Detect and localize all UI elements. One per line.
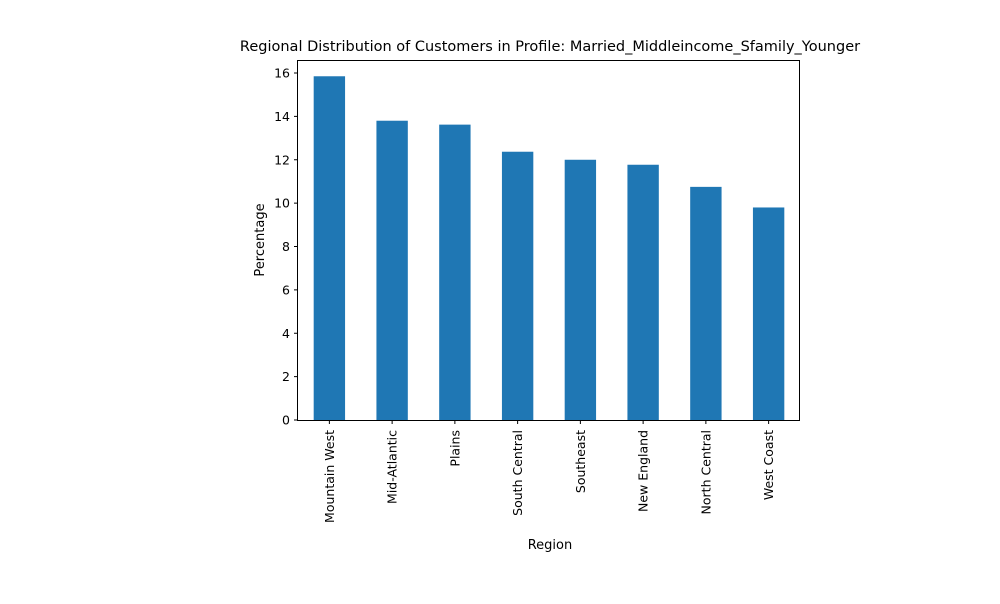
bars-group — [313, 76, 785, 421]
x-tick-label: Mountain West — [322, 430, 337, 523]
bar-new-england — [627, 164, 659, 420]
y-tick-label: 14 — [274, 109, 290, 124]
x-tick-label: North Central — [698, 430, 713, 514]
y-tick-label: 4 — [282, 326, 290, 341]
y-tick-label: 8 — [282, 239, 290, 254]
plot-frame — [297, 60, 800, 421]
bar-southeast — [564, 159, 597, 420]
x-tick-label: West Coast — [761, 430, 776, 500]
x-tick-label: South Central — [510, 430, 525, 516]
y-tick-label: 10 — [274, 196, 290, 211]
bar-west-coast — [752, 207, 785, 420]
y-tick-label: 0 — [282, 413, 290, 428]
bar-mountain-west — [313, 76, 346, 420]
bar-north-central — [690, 186, 722, 420]
bar-plains — [439, 124, 471, 421]
y-axis-label: Percentage — [253, 203, 268, 276]
y-tick-label: 12 — [274, 152, 290, 167]
y-axis: 0 2 4 6 8 10 12 14 16 — [274, 66, 298, 428]
x-axis-label: Region — [528, 538, 573, 553]
y-tick-label: 16 — [274, 66, 290, 81]
x-tick-label: Mid-Atlantic — [385, 430, 400, 504]
chart-title: Regional Distribution of Customers in Pr… — [240, 39, 860, 55]
x-tick-label: Southeast — [573, 430, 588, 493]
x-tick-label: Plains — [447, 430, 462, 467]
bar-mid-atlantic — [376, 120, 408, 420]
x-axis: Mountain West Mid-Atlantic Plains South Cen… — [322, 420, 776, 523]
x-tick-label: New England — [636, 430, 651, 512]
y-tick-label: 6 — [282, 282, 290, 297]
bar-south-central — [501, 151, 534, 421]
y-tick-label: 2 — [282, 369, 290, 384]
